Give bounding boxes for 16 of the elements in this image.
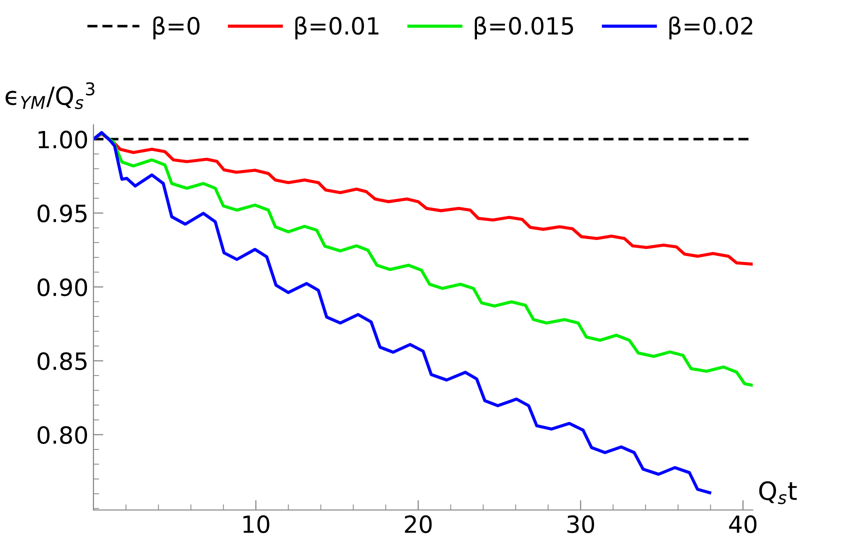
y-axis-title: ϵ$_{YM}$/Q$_{s}$$^{3}$ <box>6 82 94 110</box>
x-tick-label: 40 <box>729 515 756 534</box>
x-tick-label: 20 <box>404 515 432 534</box>
y-tick-label: 1.00 <box>38 130 88 148</box>
x-tick-label: 30 <box>567 515 594 534</box>
legend-label: β=0.01 <box>295 16 378 40</box>
legend-label: β=0 <box>153 16 200 40</box>
y-tick-label: 0.95 <box>38 204 87 222</box>
y-tick-label: 0.80 <box>38 426 88 444</box>
x-axis-title: Q$_{s}$t <box>759 481 797 504</box>
line-series <box>93 131 712 494</box>
y-tick-label: 0.85 <box>38 352 87 370</box>
x-tick-label: 10 <box>243 515 270 534</box>
y-tick-label: 0.90 <box>38 278 88 296</box>
legend-label: β=0.015 <box>474 16 574 40</box>
legend-label: β=0.02 <box>669 16 752 40</box>
